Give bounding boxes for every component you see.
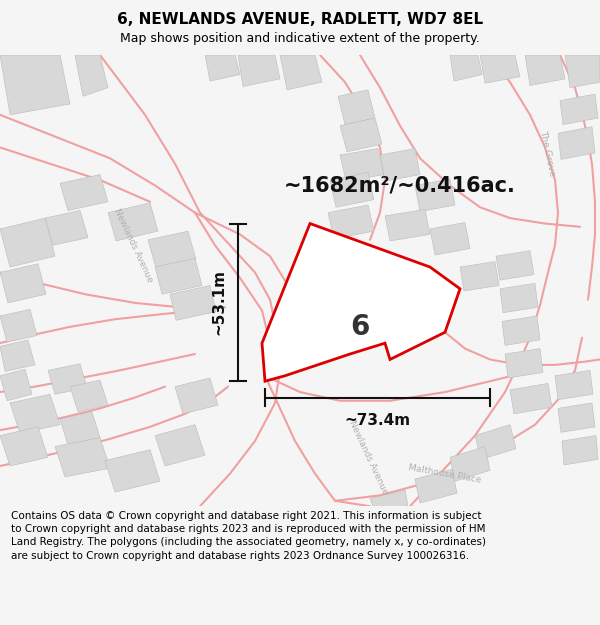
Polygon shape bbox=[108, 203, 158, 241]
Polygon shape bbox=[0, 427, 48, 466]
Polygon shape bbox=[105, 450, 160, 492]
Polygon shape bbox=[562, 436, 598, 465]
Polygon shape bbox=[380, 149, 420, 181]
Polygon shape bbox=[560, 94, 598, 124]
Polygon shape bbox=[0, 264, 46, 303]
Polygon shape bbox=[0, 55, 70, 115]
Polygon shape bbox=[175, 378, 218, 414]
Polygon shape bbox=[155, 425, 205, 466]
Text: ~1682m²/~0.416ac.: ~1682m²/~0.416ac. bbox=[284, 176, 516, 196]
Polygon shape bbox=[0, 369, 32, 401]
Polygon shape bbox=[75, 55, 108, 96]
Text: Malthouse Place: Malthouse Place bbox=[408, 462, 482, 484]
Polygon shape bbox=[10, 394, 60, 433]
Text: Map shows position and indicative extent of the property.: Map shows position and indicative extent… bbox=[120, 32, 480, 45]
Text: Newlands Avenue: Newlands Avenue bbox=[112, 207, 154, 284]
Polygon shape bbox=[525, 55, 565, 86]
Polygon shape bbox=[238, 55, 280, 86]
Polygon shape bbox=[0, 309, 37, 342]
Polygon shape bbox=[450, 55, 482, 81]
Polygon shape bbox=[338, 90, 375, 124]
Polygon shape bbox=[340, 118, 382, 152]
Polygon shape bbox=[565, 55, 600, 88]
Polygon shape bbox=[148, 231, 196, 268]
Polygon shape bbox=[558, 127, 595, 159]
Polygon shape bbox=[505, 349, 543, 378]
Polygon shape bbox=[205, 55, 240, 81]
Polygon shape bbox=[500, 283, 538, 312]
Text: ~53.1m: ~53.1m bbox=[211, 269, 226, 336]
Polygon shape bbox=[370, 490, 408, 506]
Polygon shape bbox=[340, 149, 384, 181]
Polygon shape bbox=[385, 209, 430, 241]
Polygon shape bbox=[555, 371, 593, 400]
Polygon shape bbox=[48, 364, 87, 394]
Polygon shape bbox=[170, 286, 216, 321]
Polygon shape bbox=[430, 222, 470, 255]
Polygon shape bbox=[60, 174, 108, 211]
Polygon shape bbox=[330, 173, 374, 208]
Text: 6, NEWLANDS AVENUE, RADLETT, WD7 8EL: 6, NEWLANDS AVENUE, RADLETT, WD7 8EL bbox=[117, 12, 483, 27]
Polygon shape bbox=[475, 425, 516, 459]
Polygon shape bbox=[558, 403, 595, 432]
Text: 6: 6 bbox=[350, 313, 370, 341]
Polygon shape bbox=[262, 224, 460, 381]
Polygon shape bbox=[510, 383, 552, 414]
Polygon shape bbox=[55, 438, 110, 477]
Text: The Grove: The Grove bbox=[538, 129, 556, 177]
Polygon shape bbox=[460, 262, 499, 291]
Polygon shape bbox=[415, 469, 457, 503]
Text: Contains OS data © Crown copyright and database right 2021. This information is : Contains OS data © Crown copyright and d… bbox=[11, 511, 486, 561]
Polygon shape bbox=[280, 55, 322, 90]
Polygon shape bbox=[450, 446, 490, 481]
Polygon shape bbox=[328, 205, 374, 239]
Text: Newlands Avenue: Newlands Avenue bbox=[347, 419, 389, 496]
Polygon shape bbox=[0, 218, 55, 267]
Polygon shape bbox=[496, 251, 534, 280]
Polygon shape bbox=[0, 340, 35, 371]
Polygon shape bbox=[480, 55, 520, 83]
Text: ~73.4m: ~73.4m bbox=[344, 412, 410, 428]
Polygon shape bbox=[70, 380, 108, 412]
Polygon shape bbox=[155, 258, 202, 294]
Polygon shape bbox=[60, 412, 100, 446]
Polygon shape bbox=[415, 179, 455, 212]
Polygon shape bbox=[45, 211, 88, 245]
Polygon shape bbox=[502, 316, 540, 346]
